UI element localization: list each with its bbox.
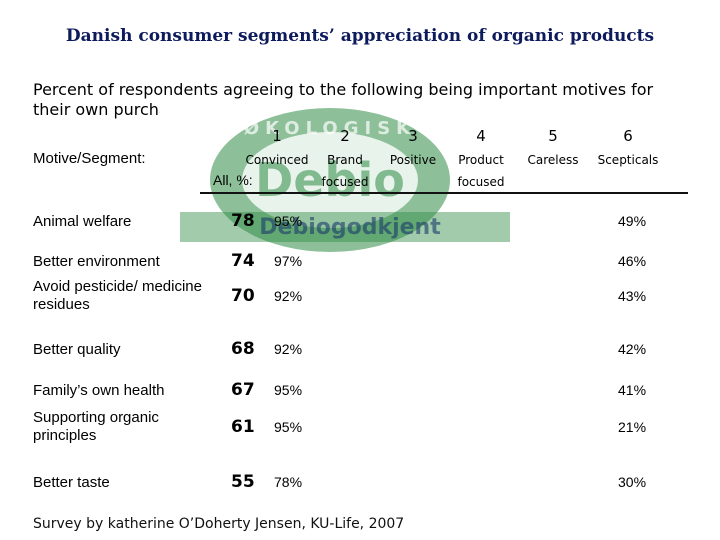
segment1-value: 95% <box>274 382 303 398</box>
all-value: 68 <box>231 339 255 359</box>
segment1-value: 95% <box>274 419 303 435</box>
row-header-label: Motive/Segment: <box>33 150 146 167</box>
segment-number: 4 <box>476 127 486 145</box>
svg-text:Debio: Debio <box>255 153 405 207</box>
segment6-value: 21% <box>618 419 647 435</box>
motive-label: Better environment <box>33 253 160 270</box>
segment1-value: 92% <box>274 288 303 304</box>
segment-number: 3 <box>408 127 418 145</box>
motive-label: Family’s own health <box>33 382 165 399</box>
segment-number: 5 <box>548 127 558 145</box>
segment1-value: 78% <box>274 474 303 490</box>
all-value: 70 <box>231 286 255 306</box>
motive-label: Better quality <box>33 341 121 358</box>
segment-name: Product <box>458 153 504 167</box>
segment-name: focused <box>457 175 505 189</box>
motive-label: Avoid pesticide/ medicine residues <box>33 278 202 313</box>
motive-label: Animal welfare <box>33 213 132 230</box>
segment6-value: 41% <box>618 382 647 398</box>
segment1-value: 95% <box>274 213 303 229</box>
segment-name: Brand <box>327 153 363 167</box>
motive-label: Supporting organic principles <box>33 409 159 444</box>
segment-name: Convinced <box>245 153 309 167</box>
segment6-value: 30% <box>618 474 647 490</box>
motive-label: Better taste <box>33 474 110 491</box>
chart-title: Danish consumer segments’ appreciation o… <box>65 26 655 46</box>
segment-number: 2 <box>340 127 350 145</box>
all-value: 61 <box>231 417 255 437</box>
segment-name: focused <box>321 175 369 189</box>
all-value: 55 <box>231 472 255 492</box>
all-column-label: All, %: <box>213 172 253 188</box>
footer-source: Survey by katherine O’Doherty Jensen, KU… <box>33 516 405 532</box>
all-value: 67 <box>231 380 255 400</box>
svg-text:Debiogodkjent: Debiogodkjent <box>259 215 441 240</box>
all-value: 78 <box>231 211 255 231</box>
segment-name: Scepticals <box>597 153 659 167</box>
debio-logo: ØKOLOGISK Debio Debiogodkjent <box>160 100 520 260</box>
segment-name: Positive <box>389 153 437 167</box>
segment6-value: 49% <box>618 213 647 229</box>
header-divider <box>200 192 688 194</box>
segment6-value: 46% <box>618 253 647 269</box>
segment-number: 6 <box>623 127 633 145</box>
segment1-value: 97% <box>274 253 303 269</box>
segment6-value: 43% <box>618 288 647 304</box>
segment6-value: 42% <box>618 341 647 357</box>
all-value: 74 <box>231 251 255 271</box>
svg-text:ØKOLOGISK: ØKOLOGISK <box>244 118 416 139</box>
segment1-value: 92% <box>274 341 303 357</box>
segment-name: Careless <box>527 153 579 167</box>
segment-number: 1 <box>272 127 282 145</box>
